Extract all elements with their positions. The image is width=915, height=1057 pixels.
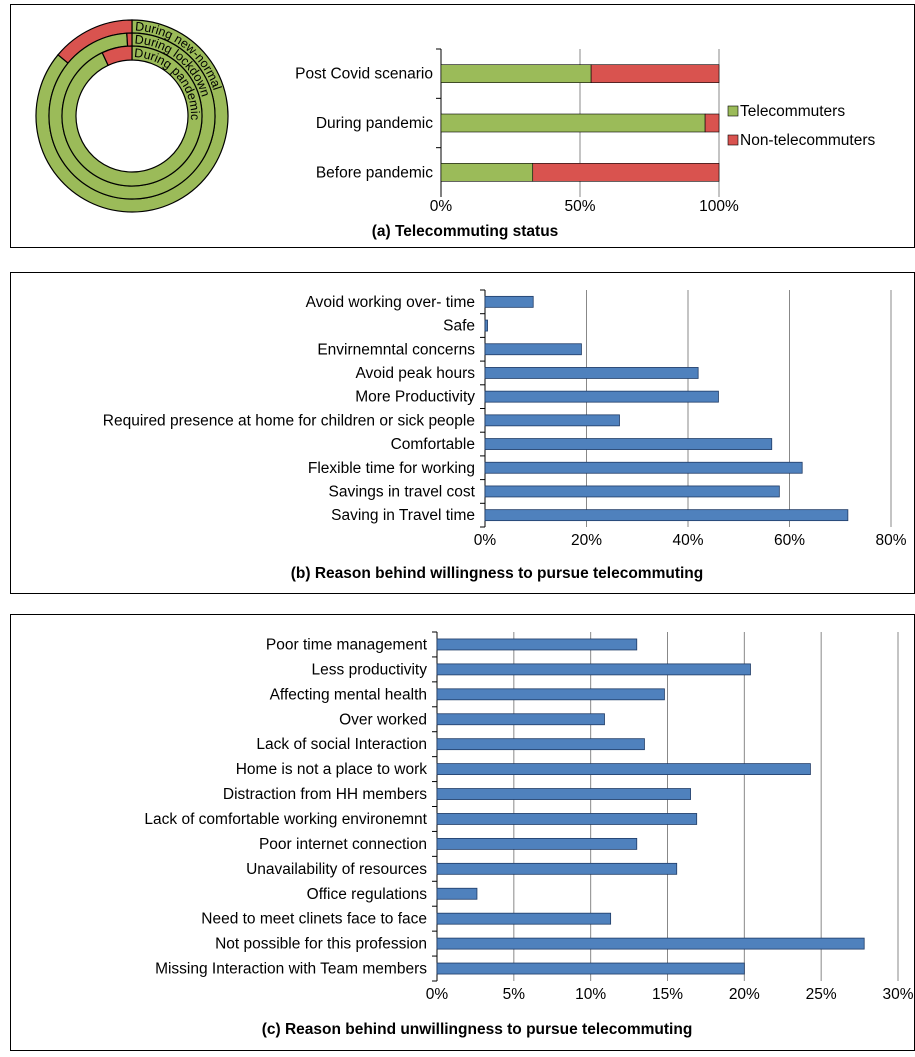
bar-not-possible-for-this-profession [436, 937, 865, 950]
category-label-flexible-time-for-working: Flexible time for working [308, 460, 475, 477]
category-label-savings-in-travel-cost: Savings in travel cost [329, 483, 476, 500]
bar-need-to-meet-clinets-face-to-face [436, 912, 612, 925]
category-label-during-pandemic: During pandemic [316, 115, 433, 132]
willingness-reasons-chart: Avoid working over- time Safe Envirnemntal… [103, 289, 907, 582]
category-label-home-is-not-a-place-to-work: Home is not a place to work [236, 761, 428, 778]
bar-office-regulations [436, 887, 478, 900]
category-label-more-productivity: More Productivity [355, 389, 475, 406]
tick-label-a: 50% [564, 198, 595, 215]
category-label-lack-of-social-interaction: Lack of social Interaction [256, 736, 427, 753]
bar-envirnemntal-concerns [484, 343, 582, 356]
tick-label-x: 0% [474, 532, 497, 549]
tick-label-x: 0% [426, 986, 449, 1003]
bar-before-pandemic-telecommuters [440, 163, 534, 182]
category-label-post-covid-scenario: Post Covid scenario [295, 66, 433, 83]
category-label-avoid-working-over-time: Avoid working over- time [306, 294, 475, 311]
category-label-missing-interaction-with-team-members: Missing Interaction with Team members [155, 961, 427, 978]
category-label-distraction-from-hh-members: Distraction from HH members [223, 786, 427, 803]
category-label-poor-internet-connection: Poor internet connection [259, 836, 427, 853]
category-label-comfortable: Comfortable [391, 436, 475, 453]
tick-label-a: 100% [699, 198, 739, 215]
tick-label-x: 80% [875, 532, 906, 549]
unwillingness-reasons-chart: Poor time management Less productivity Aff… [144, 631, 914, 1038]
legend-swatch-non-telecommuters [727, 134, 739, 146]
bar-less-productivity [436, 663, 751, 676]
bar-home-is-not-a-place-to-work [436, 763, 811, 776]
bar-lack-of-social-interaction [436, 738, 645, 751]
bar-over-worked [436, 713, 605, 726]
chart-title: (c) Reason behind unwillingness to pursu… [262, 1021, 693, 1038]
tick-label-x: 25% [806, 986, 837, 1003]
bar-during-pandemic-non-telecommuters [704, 113, 720, 133]
category-label-saving-in-travel-time: Saving in Travel time [331, 507, 475, 524]
category-label-before-pandemic: Before pandemic [316, 164, 433, 181]
bar-saving-in-travel-time [484, 509, 849, 522]
category-label-avoid-peak-hours: Avoid peak hours [356, 365, 476, 382]
category-label-need-to-meet-clinets-face-to-face: Need to meet clinets face to face [201, 911, 427, 928]
tick-label-x: 15% [652, 986, 683, 1003]
bar-lack-of-comfortable-working-environemnt [436, 813, 698, 825]
category-label-unavailability-of-resources: Unavailability of resources [246, 861, 427, 878]
category-label-over-worked: Over worked [339, 711, 427, 728]
tick-label-x: 10% [575, 986, 606, 1003]
chart-title-a: (a) Telecommuting status [372, 223, 559, 240]
bar-distraction-from-hh-members [436, 788, 691, 800]
category-label-required-presence-at-home-for-children-or-sick-people: Required presence at home for children o… [103, 412, 475, 429]
bar-unavailability-of-resources [436, 862, 678, 875]
bar-post-covid-scenario-non-telecommuters [590, 64, 720, 83]
bar-comfortable [484, 438, 773, 450]
bar-avoid-peak-hours [484, 367, 699, 379]
tick-label-x: 60% [774, 532, 805, 549]
bar-avoid-working-over-time [484, 295, 534, 308]
bar-poor-time-management [436, 638, 638, 651]
legend-swatch-telecommuters [727, 105, 739, 117]
category-label-safe: Safe [443, 318, 475, 335]
donut-slice-during-lockdown-non-telecommuters [126, 32, 133, 47]
panel-telecommuting-status: During new-normal During lockdown During p… [10, 4, 915, 248]
tick-label-a: 0% [430, 198, 453, 215]
category-label-less-productivity: Less productivity [312, 661, 428, 678]
category-label-lack-of-comfortable-working-environemnt: Lack of comfortable working environemnt [144, 811, 427, 828]
category-label-office-regulations: Office regulations [307, 886, 428, 903]
bar-missing-interaction-with-team-members [436, 962, 745, 975]
legend-label-non-telecommuters: Non-telecommuters [740, 132, 875, 149]
category-label-not-possible-for-this-profession: Not possible for this profession [215, 936, 427, 953]
bar-affecting-mental-health [436, 688, 665, 701]
category-label-poor-time-management: Poor time management [266, 636, 428, 653]
legend-label-telecommuters: Telecommuters [740, 103, 845, 120]
category-label-envirnemntal-concerns: Envirnemntal concerns [317, 341, 475, 358]
tick-label-x: 20% [729, 986, 760, 1003]
donut-slice-during-pandemic-telecommuters [61, 45, 203, 187]
bar-flexible-time-for-working [484, 461, 803, 474]
tick-label-x: 30% [882, 986, 913, 1003]
donut-slice-during-pandemic-non-telecommuters [101, 45, 133, 67]
bar-safe [484, 319, 488, 332]
tick-label-x: 5% [503, 986, 526, 1003]
panel-willingness-reasons: Avoid working over- time Safe Envirnemntal… [10, 272, 915, 594]
bar-before-pandemic-non-telecommuters [532, 163, 720, 182]
tick-label-x: 40% [672, 532, 703, 549]
tick-label-x: 20% [571, 532, 602, 549]
bar-poor-internet-connection [436, 837, 638, 850]
chart-title: (b) Reason behind willingness to pursue … [291, 565, 704, 582]
panel-unwillingness-reasons: Poor time management Less productivity Aff… [10, 614, 915, 1051]
bar-required-presence-at-home-for-children-or-sick-people [484, 414, 620, 427]
bar-more-productivity [484, 390, 719, 403]
category-label-affecting-mental-health: Affecting mental health [270, 686, 427, 703]
bar-savings-in-travel-cost [484, 485, 780, 498]
bar-post-covid-scenario-telecommuters [440, 64, 592, 83]
bar-during-pandemic-telecommuters [440, 113, 706, 133]
